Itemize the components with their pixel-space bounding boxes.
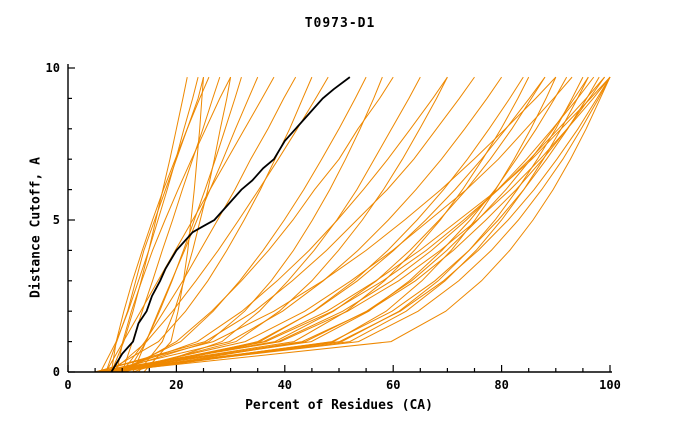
- y-tick-label: 0: [53, 365, 60, 379]
- model-curve: [100, 76, 611, 373]
- model-curve: [111, 76, 600, 373]
- model-curve: [122, 76, 546, 373]
- model-curve: [105, 76, 275, 373]
- model-curve: [132, 76, 421, 373]
- x-tick-label: 40: [278, 378, 292, 392]
- model-curve: [95, 76, 546, 373]
- model-curve: [127, 76, 242, 373]
- model-curve: [105, 76, 313, 373]
- model-curve: [122, 76, 611, 373]
- model-curve: [105, 76, 589, 373]
- model-curve: [100, 76, 568, 373]
- model-curve: [111, 76, 448, 373]
- model-curve: [100, 76, 199, 373]
- x-tick-label: 100: [599, 378, 621, 392]
- model-curve: [116, 76, 367, 373]
- model-curve: [94, 76, 475, 373]
- model-curve: [111, 76, 329, 373]
- y-axis-label: Distance Cutoff, A: [28, 157, 44, 298]
- model-curve: [100, 76, 530, 373]
- highlighted-curve: [110, 76, 351, 373]
- model-curve: [132, 76, 259, 373]
- model-curve: [116, 76, 611, 373]
- model-curve: [95, 76, 611, 373]
- model-curve: [111, 76, 573, 373]
- model-curve: [121, 76, 297, 373]
- model-curve: [100, 76, 605, 373]
- model-curve: [94, 76, 557, 373]
- model-curve: [105, 76, 605, 373]
- model-curve: [110, 76, 210, 373]
- x-tick-label: 60: [386, 378, 400, 392]
- x-tick-label: 0: [64, 378, 71, 392]
- model-curve: [105, 76, 557, 373]
- model-curve: [110, 77, 188, 373]
- model-curve: [138, 77, 232, 373]
- model-curve: [100, 76, 503, 373]
- x-tick-label: 20: [169, 378, 183, 392]
- model-curve: [116, 76, 232, 373]
- chart-title: T0973-D1: [304, 16, 376, 31]
- y-tick-label: 5: [53, 213, 60, 227]
- model-curve: [143, 77, 204, 373]
- model-curve: [116, 76, 448, 373]
- model-curve: [111, 76, 383, 373]
- y-tick-label: 10: [46, 61, 60, 75]
- model-curve: [105, 76, 611, 373]
- model-curve: [100, 76, 595, 373]
- x-tick-label: 80: [494, 378, 508, 392]
- x-axis-label: Percent of Residues (CA): [245, 398, 433, 413]
